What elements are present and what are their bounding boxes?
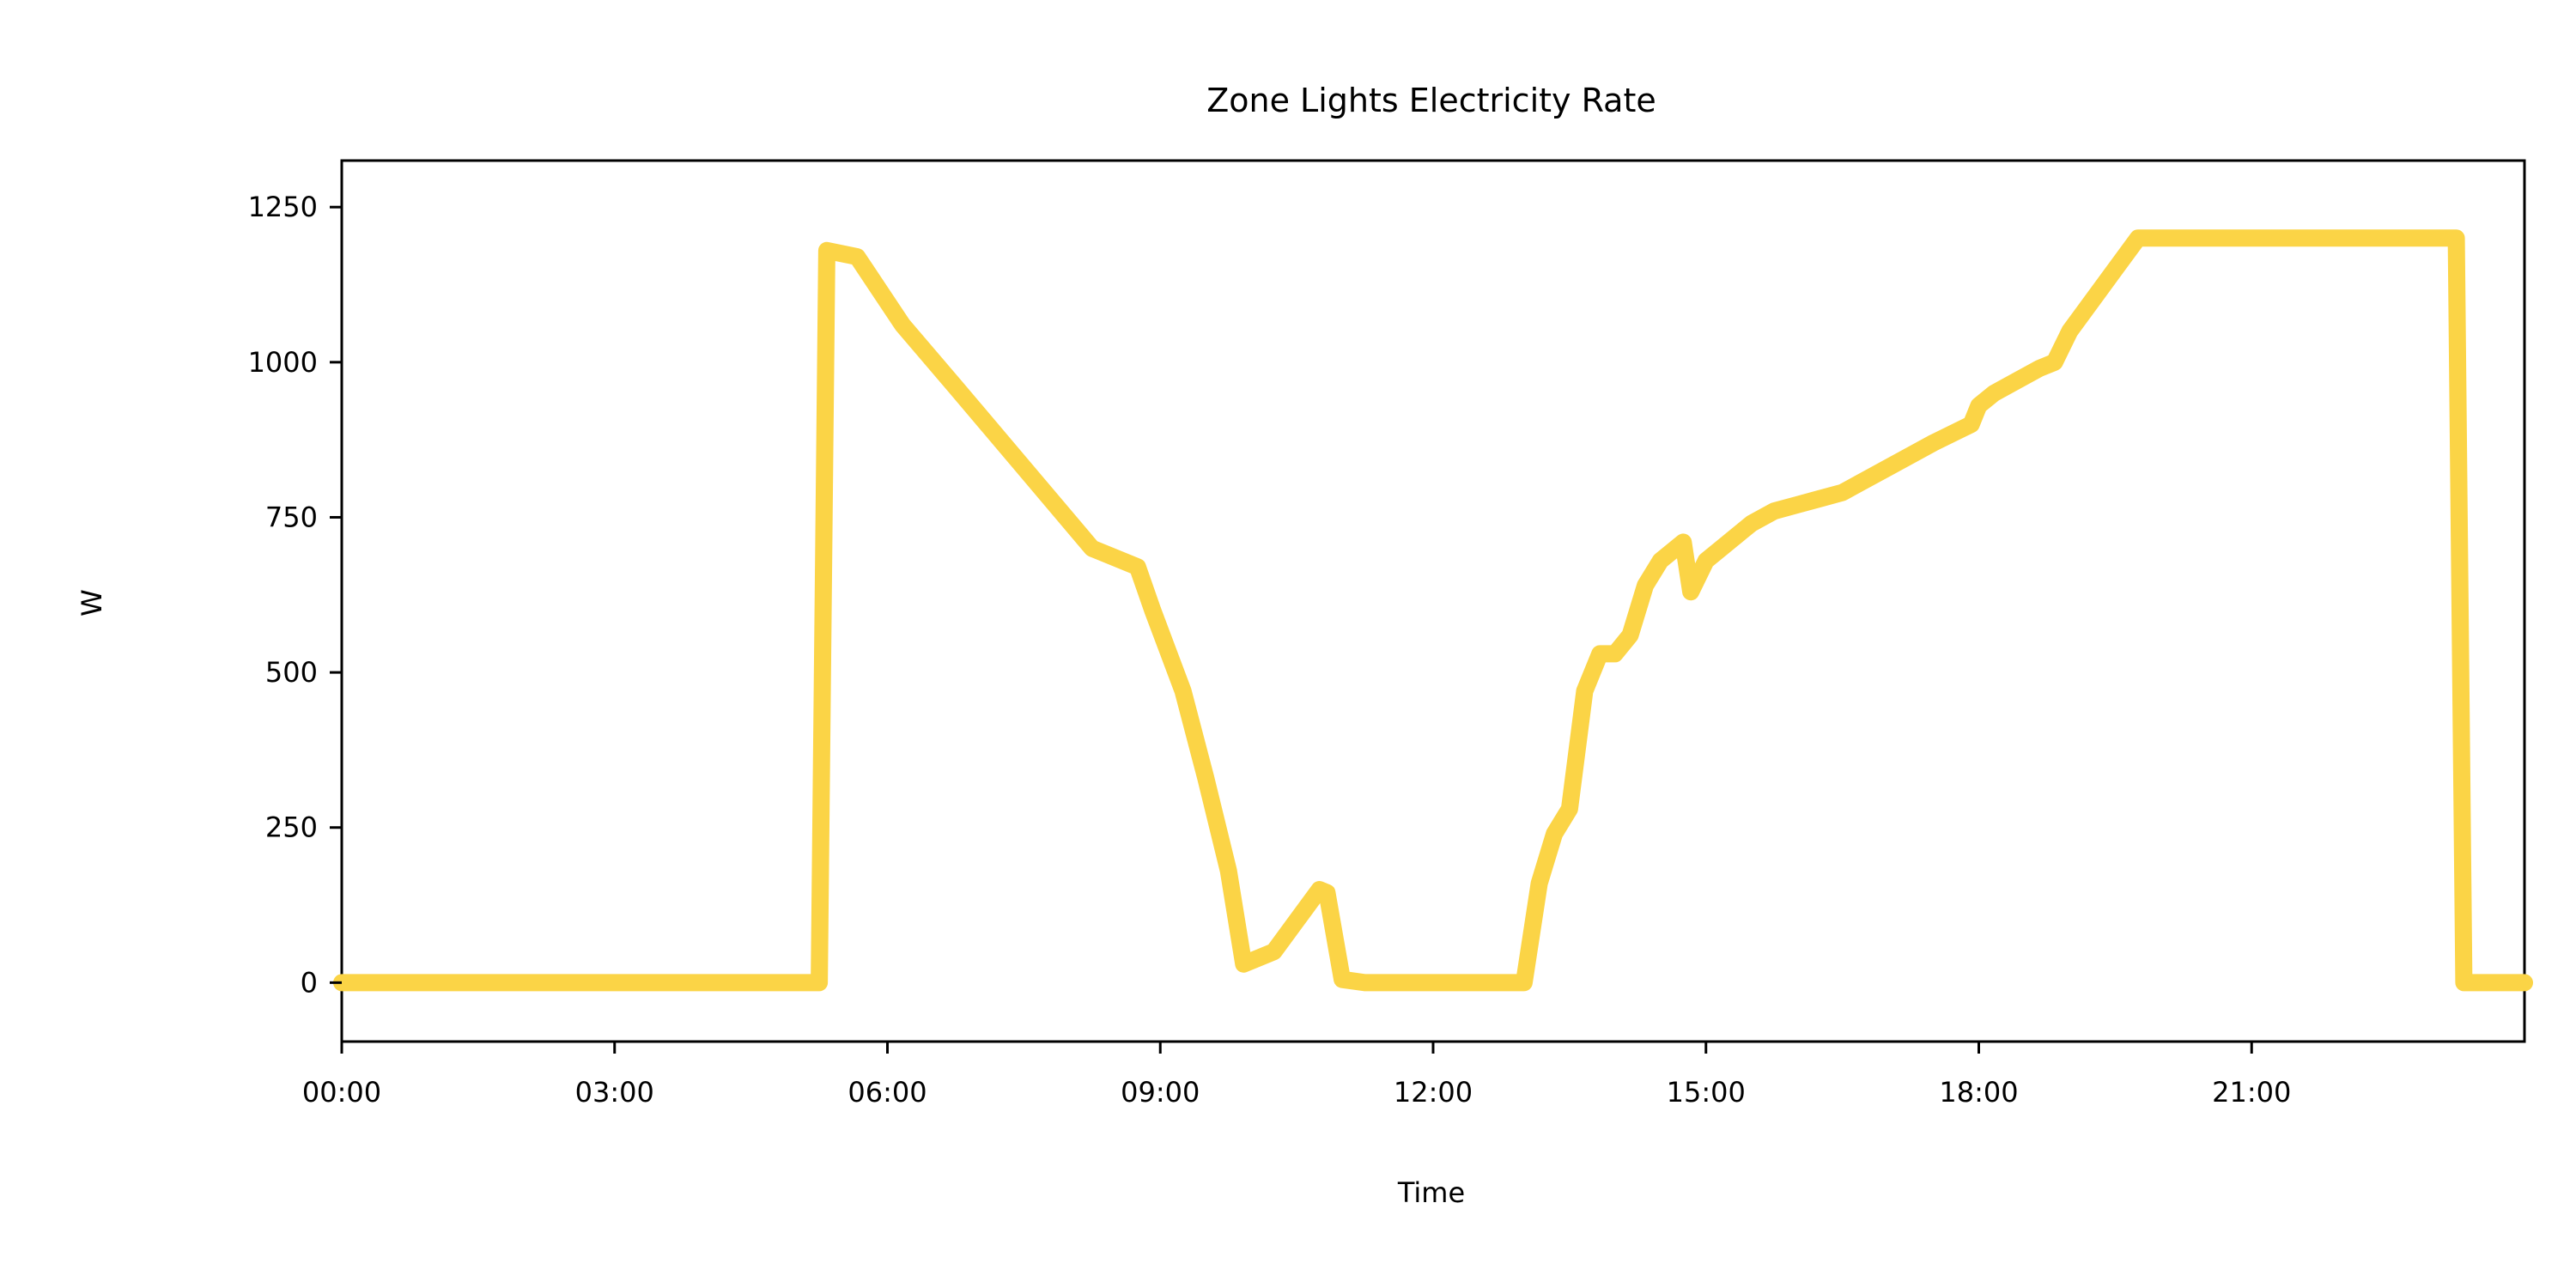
- x-axis-label: Time: [1397, 1176, 1465, 1209]
- x-tick-label: 12:00: [1394, 1076, 1473, 1109]
- y-axis-label: W: [76, 589, 108, 617]
- x-tick-label: 21:00: [2212, 1076, 2291, 1109]
- x-tick-label: 06:00: [848, 1076, 927, 1109]
- y-tick-label: 1000: [248, 346, 318, 379]
- x-tick-label: 03:00: [575, 1076, 654, 1109]
- plot-area: 00:00 03:00 06:00 09:00 12:00 15:00 18:00 21:00…: [248, 159, 2533, 1109]
- y-axis-ticks: 0 250 500 750 1000 1250: [248, 191, 342, 999]
- x-tick-label: 00:00: [302, 1076, 381, 1109]
- y-tick-label: 250: [265, 811, 318, 844]
- plot-frame: [340, 159, 2526, 1043]
- y-tick-label: 500: [265, 656, 318, 689]
- y-tick-label: 0: [301, 966, 318, 999]
- series-group: [333, 229, 2533, 992]
- series-line-0: [333, 229, 2533, 992]
- x-axis-ticks: 00:00 03:00 06:00 09:00 12:00 15:00 18:00 21:00: [302, 1042, 2291, 1109]
- x-tick-label: 18:00: [1939, 1076, 2018, 1109]
- y-tick-label: 750: [265, 501, 318, 533]
- x-tick-label: 09:00: [1121, 1076, 1200, 1109]
- x-tick-label: 15:00: [1667, 1076, 1746, 1109]
- y-tick-label: 1250: [248, 191, 318, 223]
- chart-title: Zone Lights Electricity Rate: [1206, 82, 1656, 119]
